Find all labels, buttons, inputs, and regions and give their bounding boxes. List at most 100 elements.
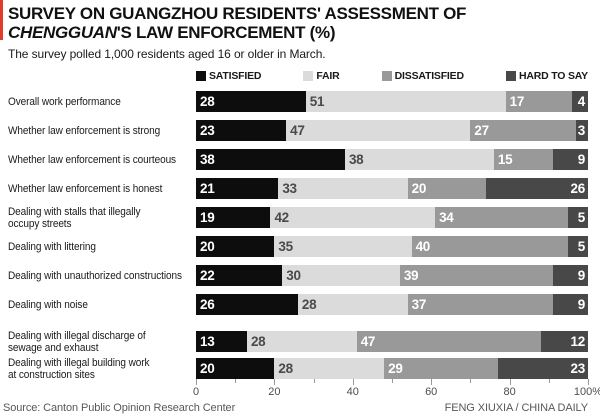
category-label-line: Dealing with noise bbox=[8, 298, 88, 311]
axis-tick-label: 60 bbox=[425, 386, 438, 398]
axis-minor-tick bbox=[235, 379, 237, 383]
bar-segment-satisfied: 28 bbox=[196, 91, 306, 112]
segment-value: 27 bbox=[474, 123, 489, 138]
legend-item-satisfied: SATISFIED bbox=[196, 70, 261, 82]
red-accent-bar bbox=[0, 0, 3, 40]
segment-value: 5 bbox=[577, 210, 586, 225]
segment-value: 26 bbox=[570, 181, 586, 196]
stacked-bar: 20 35 40 5 bbox=[196, 236, 588, 257]
segment-value: 51 bbox=[309, 94, 325, 109]
category-label-line: Dealing with littering bbox=[8, 240, 96, 253]
bar-segment-dissatisfied: 34 bbox=[435, 207, 569, 228]
segment-value: 34 bbox=[439, 210, 454, 225]
category-label: Whether law enforcement is courteous bbox=[8, 149, 196, 170]
legend-label: FAIR bbox=[316, 69, 340, 82]
credit-text: FENG XIUXIA / CHINA DAILY bbox=[444, 402, 588, 414]
segment-value: 47 bbox=[360, 334, 376, 349]
segment-value: 21 bbox=[200, 181, 215, 196]
axis-minor-tick bbox=[313, 379, 315, 383]
stacked-bar: 19 42 34 5 bbox=[196, 207, 588, 228]
category-label: Dealing with unauthorized constructions bbox=[8, 265, 196, 286]
segment-value: 9 bbox=[577, 152, 586, 167]
bar-segment-hard-to-say: 5 bbox=[568, 207, 588, 228]
segment-value: 19 bbox=[200, 210, 215, 225]
bar-segment-dissatisfied: 27 bbox=[470, 120, 577, 141]
bar-segment-hard-to-say: 9 bbox=[552, 265, 588, 286]
category-label: Dealing with stalls that illegally occupy… bbox=[8, 206, 196, 230]
axis-major-tick bbox=[588, 379, 589, 385]
segment-value: 17 bbox=[509, 94, 525, 109]
axis-major-tick bbox=[196, 379, 197, 385]
bar-segment-fair: 35 bbox=[274, 236, 412, 257]
bar-segment-hard-to-say: 26 bbox=[486, 178, 588, 199]
axis-minor-tick bbox=[548, 379, 550, 383]
segment-value: 20 bbox=[200, 361, 215, 376]
bar-segment-dissatisfied: 40 bbox=[411, 236, 569, 257]
chart-row: Dealing with littering 20 35 40 5 bbox=[0, 236, 600, 265]
bar-segment-satisfied: 21 bbox=[196, 178, 279, 199]
axis-major-tick bbox=[431, 379, 433, 385]
bar-segment-hard-to-say: 12 bbox=[540, 331, 588, 352]
legend-label: DISSATISFIED bbox=[394, 69, 464, 82]
axis-tick-label: 100% bbox=[573, 386, 600, 398]
page-subtitle: The survey polled 1,000 residents aged 1… bbox=[8, 47, 326, 61]
bar-segment-satisfied: 20 bbox=[196, 236, 275, 257]
category-label-line: Whether law enforcement is courteous bbox=[8, 153, 176, 166]
legend-swatch bbox=[303, 70, 314, 81]
category-label-line: Whether law enforcement is honest bbox=[8, 182, 163, 195]
stacked-bar: 38 38 15 9 bbox=[196, 149, 588, 170]
category-label: Dealing with illegal discharge of sewage … bbox=[8, 329, 196, 354]
chart-row: Dealing with unauthorized constructions 2… bbox=[0, 265, 600, 294]
stacked-bar: 21 33 20 26 bbox=[196, 178, 588, 199]
category-label-line: occupy streets bbox=[8, 217, 72, 230]
category-label-line: Overall work performance bbox=[8, 95, 121, 108]
page-title: SURVEY ON GUANGZHOU RESIDENTS' ASSESSMEN… bbox=[8, 4, 590, 42]
segment-value: 47 bbox=[290, 123, 305, 138]
segment-value: 23 bbox=[200, 123, 215, 138]
bar-segment-dissatisfied: 37 bbox=[407, 294, 553, 315]
chengguan-italic-word: CHENGGUAN bbox=[8, 23, 117, 42]
legend-label: SATISFIED bbox=[209, 69, 262, 82]
bar-segment-fair: 33 bbox=[278, 178, 408, 199]
bar-segment-dissatisfied: 15 bbox=[493, 149, 553, 170]
category-label: Whether law enforcement is strong bbox=[8, 120, 196, 141]
footer: Source: Canton Public Opinion Research C… bbox=[0, 402, 600, 414]
legend: SATISFIED FAIR DISSATISFIED HARD TO SAY bbox=[196, 69, 588, 82]
category-label-line: at construction sites bbox=[8, 368, 95, 381]
chart-row: Whether law enforcement is honest 21 33 20 2… bbox=[0, 178, 600, 207]
axis-minor-tick bbox=[470, 379, 472, 383]
segment-value: 3 bbox=[577, 123, 586, 138]
segment-value: 22 bbox=[200, 268, 215, 283]
chart-row: Dealing with stalls that illegally occupy… bbox=[0, 206, 600, 236]
segment-value: 38 bbox=[200, 152, 215, 167]
title-line-1: SURVEY ON GUANGZHOU RESIDENTS' ASSESSMEN… bbox=[8, 4, 467, 23]
bar-segment-fair: 30 bbox=[282, 265, 400, 286]
bar-segment-fair: 42 bbox=[270, 207, 436, 228]
category-label-line: Dealing with illegal discharge of bbox=[8, 329, 146, 342]
header: SURVEY ON GUANGZHOU RESIDENTS' ASSESSMEN… bbox=[0, 0, 600, 61]
segment-value: 15 bbox=[497, 152, 513, 167]
bar-segment-hard-to-say: 23 bbox=[497, 358, 588, 379]
bar-segment-hard-to-say: 5 bbox=[568, 236, 588, 257]
chart-rows: Overall work performance 28 51 17 4 Whether l… bbox=[0, 91, 600, 385]
legend-swatch bbox=[505, 70, 516, 81]
title-line-2-rest: 'S LAW ENFORCEMENT (%) bbox=[116, 23, 336, 42]
source-text: Source: Canton Public Opinion Research C… bbox=[3, 402, 236, 414]
bar-segment-dissatisfied: 29 bbox=[384, 358, 498, 379]
segment-value: 28 bbox=[301, 297, 317, 312]
segment-value: 26 bbox=[200, 297, 215, 312]
bar-segment-satisfied: 26 bbox=[196, 294, 298, 315]
bar-segment-fair: 38 bbox=[344, 149, 494, 170]
chart-row: Dealing with illegal building work at con… bbox=[0, 356, 600, 385]
category-label-line: Dealing with illegal building work bbox=[8, 356, 150, 369]
stacked-bar: 23 47 27 3 bbox=[196, 120, 588, 141]
segment-value: 35 bbox=[278, 239, 293, 254]
axis-major-tick bbox=[274, 379, 276, 385]
segment-value: 29 bbox=[388, 361, 403, 376]
axis-tick-label: 20 bbox=[268, 386, 281, 398]
bar-segment-fair: 28 bbox=[246, 331, 357, 352]
bar-segment-hard-to-say: 9 bbox=[552, 149, 588, 170]
segment-value: 23 bbox=[570, 361, 586, 376]
category-label: Dealing with noise bbox=[8, 294, 196, 315]
